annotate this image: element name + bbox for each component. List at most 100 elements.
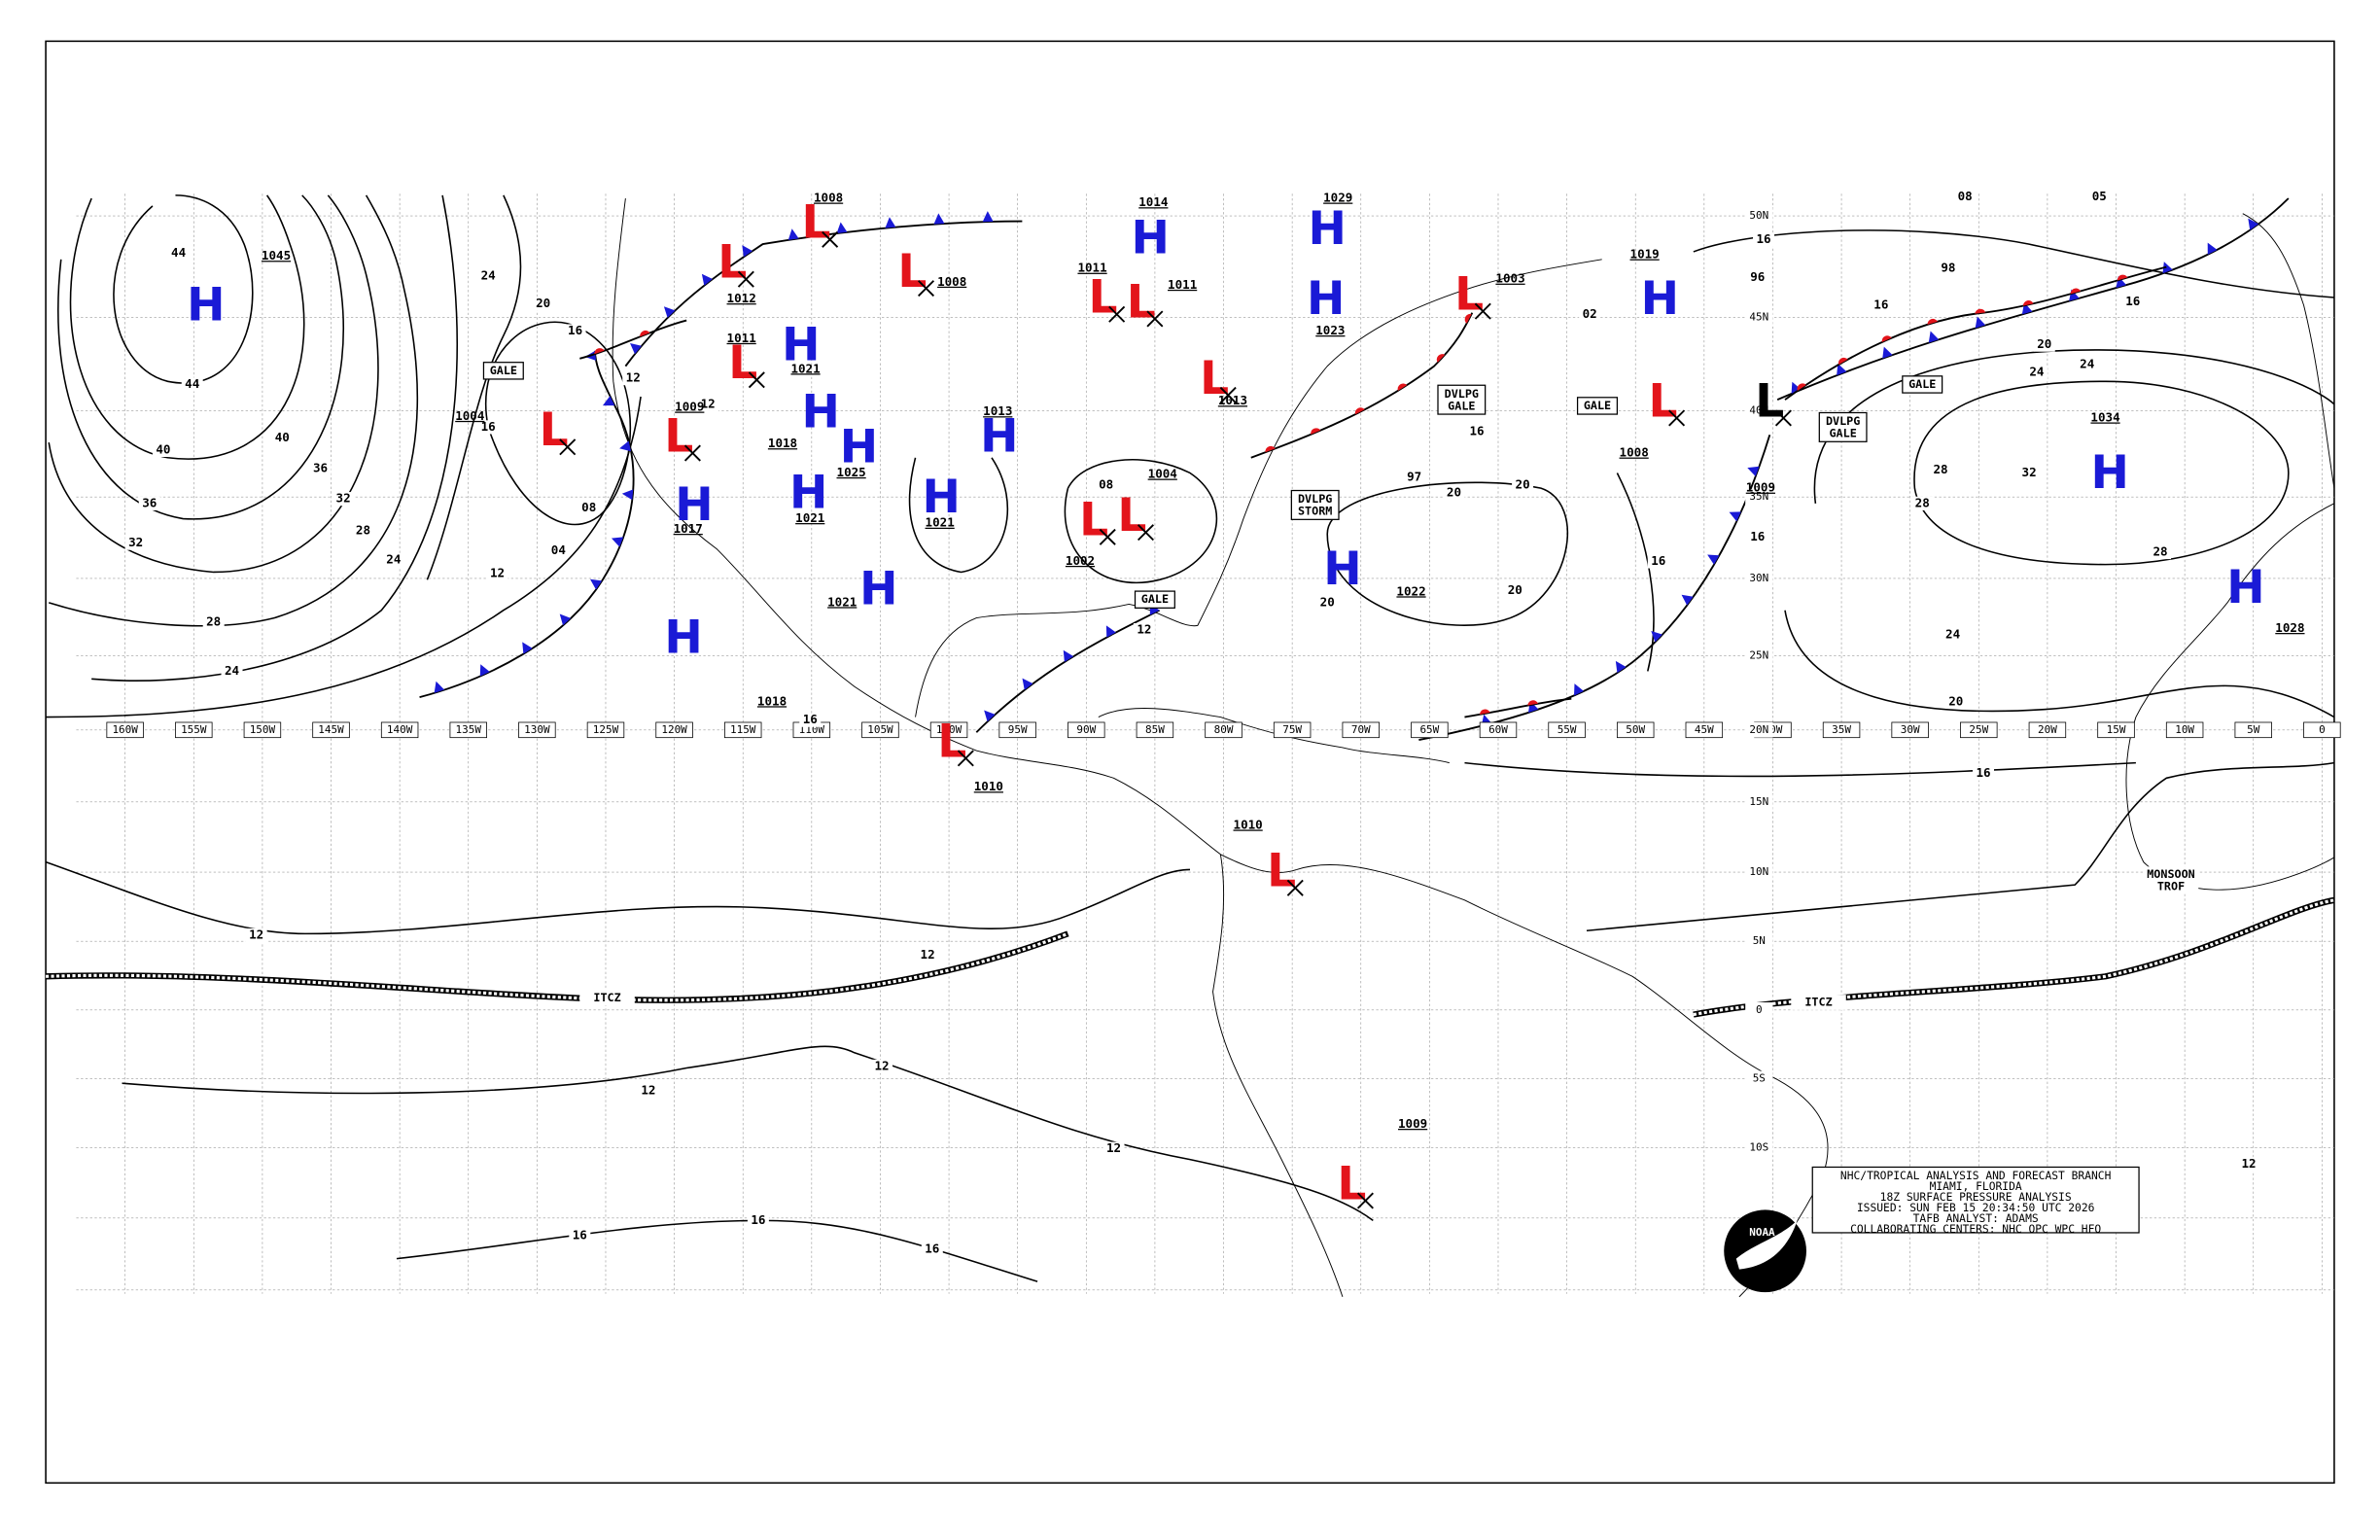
lon-label-box [449, 721, 487, 739]
isobar-label-bg [352, 524, 374, 539]
center-pressure: 1021 [827, 594, 857, 609]
pressure-center-symbol: L [1200, 352, 1229, 405]
front-semicircle [1464, 313, 1472, 324]
lat-label-bg [1745, 648, 1773, 664]
pressure-center-symbol: L [728, 336, 757, 390]
isobar-label: 32 [2022, 465, 2037, 479]
front-semicircle [640, 330, 650, 337]
lon-label-box [380, 721, 419, 739]
front-semicircle [1311, 428, 1321, 435]
front-triangle [663, 306, 676, 318]
lat-label-bg [1745, 402, 1773, 419]
isobar-label: 28 [2152, 544, 2167, 559]
isobar-label: 12 [641, 1083, 655, 1098]
isobar-label: 16 [1469, 424, 1484, 438]
isobar-label-bg [2088, 190, 2111, 204]
isobar-label: 02 [1583, 306, 1597, 321]
title-block-line: ISSUED: SUN FEB 15 20:34:50 UTC 2026 [1857, 1202, 2095, 1214]
isobar-label: 24 [225, 663, 239, 678]
low-center-x [1099, 528, 1116, 545]
isobar-label: 40 [275, 430, 290, 444]
isobar-label-bg [1930, 463, 1952, 477]
boxed-label: GALE [1908, 377, 1936, 391]
center-pressure: 1010 [974, 779, 1003, 793]
pressure-center-symbol: H [1307, 272, 1345, 326]
isobar-label-bg [332, 492, 355, 507]
isobar-label: 16 [573, 1228, 587, 1242]
isobar-label-bg [1316, 595, 1339, 610]
low-center-x [1146, 310, 1164, 328]
pressure-center-symbol: L [1454, 268, 1484, 322]
low-center-x [918, 280, 935, 298]
center-pressure: 1014 [1138, 194, 1168, 209]
cold-front [419, 350, 635, 699]
lon-label: 130W [524, 723, 550, 736]
isobar [1784, 610, 2335, 718]
isobar [48, 194, 379, 574]
pressure-center-symbol: H [1323, 542, 1361, 596]
center-pressure: 1011 [1168, 277, 1197, 292]
front-semicircle [1527, 700, 1539, 706]
isobar-label-bg [1944, 694, 1967, 709]
lon-label-box [1822, 721, 1861, 739]
lon-label-box [1616, 721, 1655, 739]
front-semicircle [1975, 308, 1986, 314]
lon-label-box [1136, 721, 1174, 739]
lon-label-box [175, 721, 213, 739]
front-triangle [522, 642, 533, 654]
front-triangle [984, 710, 996, 722]
lat-label-bg [1745, 208, 1773, 224]
noaa-logo-text: NOAA [1749, 1226, 1775, 1239]
front-triangle [2207, 242, 2218, 255]
lat-label-bg [1745, 864, 1773, 880]
lon-label: 70W [1351, 723, 1371, 736]
front-triangle [1882, 346, 1893, 359]
isobar-label: 20 [1320, 594, 1335, 609]
center-pressure: 1025 [837, 465, 866, 479]
isobar-label: 28 [1915, 495, 1930, 509]
boxed-label-frame [1437, 384, 1487, 415]
isobar-label: 08 [581, 500, 596, 514]
isobar-label-bg [2076, 357, 2098, 372]
center-pressure: 1010 [1234, 817, 1263, 831]
center-pressure: 1019 [1630, 247, 1660, 262]
center-pressure: 1008 [937, 274, 966, 289]
lon-label-box [861, 721, 899, 739]
isobar-label-bg [1937, 262, 1959, 276]
isobar-label-bg [917, 948, 939, 962]
lat-label: 0 [1756, 1003, 1763, 1016]
lat-label-bg [1745, 489, 1773, 506]
isobar-label: 36 [142, 495, 157, 509]
isobar-label: 16 [925, 1242, 939, 1256]
isobar-label-bg [564, 324, 586, 338]
lon-label-box [1205, 721, 1242, 739]
isobar-label-bg [1870, 298, 1892, 312]
isobar-label-bg [1647, 554, 1669, 569]
lat-label: 30N [1749, 572, 1768, 584]
pressure-center-symbol: H [980, 409, 1018, 463]
isobar [91, 194, 459, 682]
lat-label-bg [1745, 933, 1773, 950]
lon-label: 115W [730, 723, 756, 736]
pressure-center-symbol: H [2091, 446, 2129, 500]
isobar [908, 457, 1009, 574]
pressure-center-symbol: L [1089, 271, 1118, 325]
lon-label-box [1342, 721, 1380, 739]
center-pressure: 1022 [1396, 583, 1425, 598]
lat-label-bg [1745, 793, 1773, 810]
front-semicircle [1436, 354, 1446, 363]
warm-front [1250, 312, 1474, 459]
feature-label: MONSOON TROF [2147, 867, 2195, 893]
low-center-x [1474, 302, 1491, 320]
lat-label: 5N [1753, 934, 1766, 947]
isobar-label-bg [871, 1059, 892, 1073]
low-center-x [1356, 1192, 1374, 1209]
feature-label-bg [579, 990, 635, 1006]
center-pressure: 1029 [1323, 191, 1352, 205]
lon-label: 155W [181, 723, 207, 736]
lat-label-bg [1745, 1070, 1773, 1087]
isobar-label-bg [271, 431, 294, 445]
pressure-center-symbol: L [937, 715, 966, 768]
isobar-label-bg [2018, 466, 2041, 480]
